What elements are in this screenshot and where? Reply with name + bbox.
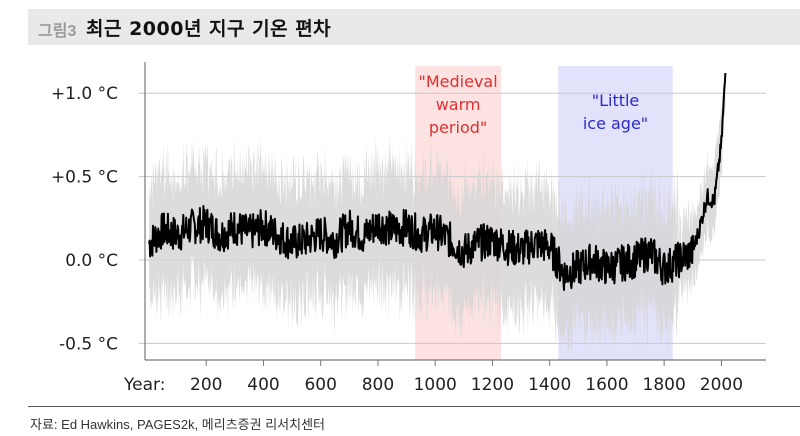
figure-title-bar [28,9,800,45]
y-tick-label: -0.5 °C [59,334,118,354]
axis-labels: 200 400 600 800 1000 1200 1400 1600 1800 2000 Year… [51,84,743,395]
temperature-line [148,72,727,291]
y-tick-label: 0.0 °C [65,251,118,271]
x-tick-label: 1800 [643,375,686,395]
x-tick-label: 200 [190,375,222,395]
medieval-warm-period-label: period" [429,118,487,137]
little-ice-age-label: ice age" [583,114,648,133]
source-divider [28,406,800,407]
little-ice-age-label: "Little [592,91,640,110]
y-tick-label: +1.0 °C [51,84,118,104]
source-note: 자료: Ed Hawkins, PAGES2k, 메리츠증권 리서치센터 [30,417,326,432]
x-tick-label: 1000 [414,375,457,395]
y-tick-label: +0.5 °C [51,168,118,188]
x-tick-label: 1200 [471,375,514,395]
x-tick-label: 400 [247,375,279,395]
x-axis-label: Year: [123,375,165,395]
period-annotations: "Medieval warm period" "Little ice age" [419,72,649,137]
medieval-warm-period-label: warm [436,95,481,114]
x-tick-label: 600 [304,375,336,395]
x-tick-label: 800 [362,375,394,395]
x-tick-label: 1400 [528,375,571,395]
x-tick-label: 1600 [585,375,628,395]
medieval-warm-period-label: "Medieval [419,72,498,91]
anomaly-line [148,72,727,291]
figure-title: 최근 2000년 지구 기온 편차 [86,18,332,40]
x-tick-label: 2000 [700,375,743,395]
axes [144,62,766,366]
figure-label: 그림3 [38,23,77,40]
